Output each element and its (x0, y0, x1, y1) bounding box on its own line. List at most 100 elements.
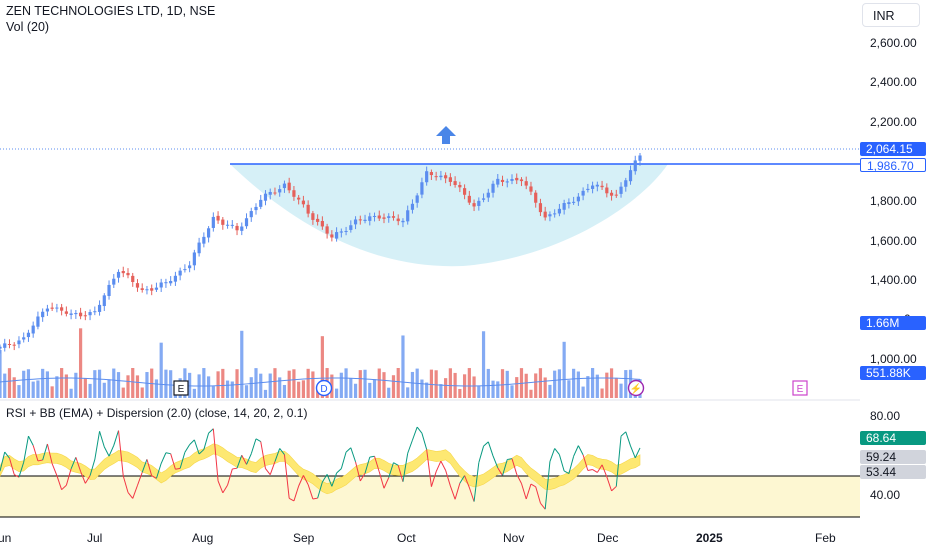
rsi-tick: 40.00 (870, 488, 901, 502)
time-label: Nov (503, 531, 525, 545)
rsi-segment (94, 431, 101, 460)
rsi-segment (535, 486, 541, 504)
rsi-segment (378, 471, 385, 489)
rsi-segment (37, 459, 43, 462)
volume-bar (31, 381, 35, 398)
candle (140, 283, 144, 293)
rsi-segment (108, 445, 115, 457)
candle (638, 153, 642, 166)
rsi-segment (155, 463, 162, 479)
earnings-marker-jan-label: E (797, 384, 804, 395)
candle (282, 180, 287, 193)
volume-bar (410, 371, 415, 398)
rsi-tick: 80.00 (870, 409, 901, 423)
rsi-line (0, 426, 641, 510)
band-lower-tag: 53.44 (860, 465, 926, 479)
rsi-segment (350, 447, 357, 463)
candle (396, 214, 400, 226)
candle (244, 213, 249, 229)
volume-bar (202, 368, 206, 398)
rsi-segment (132, 485, 138, 499)
candle (107, 280, 111, 300)
candle (26, 329, 31, 342)
candle (590, 181, 595, 194)
volume-bar (467, 368, 471, 398)
volume-bar (12, 377, 16, 398)
rsi-segment (255, 438, 261, 442)
candle (595, 181, 599, 192)
candle (481, 193, 486, 203)
volume-bar (93, 370, 97, 398)
rsi-segment (468, 487, 475, 502)
level-price-tag: 1,986.70 (860, 158, 926, 173)
rsi-value-tag: 68.64 (860, 431, 926, 445)
rsi-segment (9, 458, 15, 475)
volume-bar (358, 370, 362, 398)
volume-bar (425, 382, 429, 398)
volume-bar (55, 376, 59, 398)
candle (467, 190, 471, 205)
volume-bar (278, 377, 282, 398)
volume-bar (140, 387, 144, 398)
volume-bar (145, 372, 149, 398)
rsi-segment (151, 475, 157, 479)
rsi-segment (56, 475, 63, 490)
candle (249, 207, 253, 222)
rsi-segment (582, 454, 589, 471)
rsi-segment (345, 447, 352, 453)
volume-bar (572, 368, 576, 398)
volume-bar (268, 373, 272, 398)
rsi-segment (615, 436, 622, 487)
rsi-segment (374, 456, 380, 473)
earnings-marker-jan[interactable]: E (792, 380, 808, 396)
rsi-segment (307, 484, 314, 500)
rsi-segment (364, 457, 371, 474)
band-upper-tag: 59.24 (860, 450, 926, 464)
rsi-segment (620, 431, 627, 437)
split-marker[interactable]: ⚡ (627, 379, 645, 397)
candle (169, 276, 173, 286)
volume-bar (353, 383, 358, 398)
rsi-segment (198, 449, 205, 455)
currency-button[interactable]: INR (862, 3, 920, 27)
candle (116, 269, 121, 283)
price-candles (0, 153, 642, 354)
cup-pattern (230, 164, 668, 267)
rsi-segment (549, 448, 556, 462)
rsi-segment (411, 426, 418, 441)
symbol-title[interactable]: ZEN TECHNOLOGIES LTD, 1D, NSE (6, 4, 216, 18)
rsi-segment (46, 443, 53, 464)
time-label: Jun (0, 531, 12, 545)
rsi-segment (217, 480, 224, 494)
candle (548, 211, 552, 222)
candle (188, 261, 192, 273)
volume-bar (221, 368, 225, 398)
candle (102, 293, 106, 311)
earnings-marker-aug[interactable]: E (173, 380, 189, 396)
price-tick: 1,600.00 (870, 234, 917, 248)
rsi-segment (393, 462, 399, 466)
candle (439, 170, 443, 181)
candle (334, 227, 339, 242)
volume-bar (107, 379, 111, 398)
dividend-marker[interactable]: D (315, 379, 333, 397)
volume-bar (131, 368, 135, 398)
volume-bar (41, 368, 45, 398)
rsi-segment (89, 459, 96, 476)
candle (410, 199, 415, 214)
volume-bar (515, 377, 519, 398)
volume-bar (7, 368, 12, 398)
volume-bar (259, 373, 263, 398)
candle (557, 203, 562, 217)
candle (363, 214, 367, 224)
candle (197, 237, 201, 257)
candle (406, 205, 410, 225)
volume-indicator-label[interactable]: Vol (20) (6, 20, 50, 34)
volume-bar (619, 383, 623, 398)
candle (524, 176, 528, 190)
rsi-indicator-title[interactable]: RSI + BB (EMA) + Dispersion (2.0) (close… (6, 406, 308, 420)
candle (12, 342, 16, 351)
candle (429, 169, 434, 180)
